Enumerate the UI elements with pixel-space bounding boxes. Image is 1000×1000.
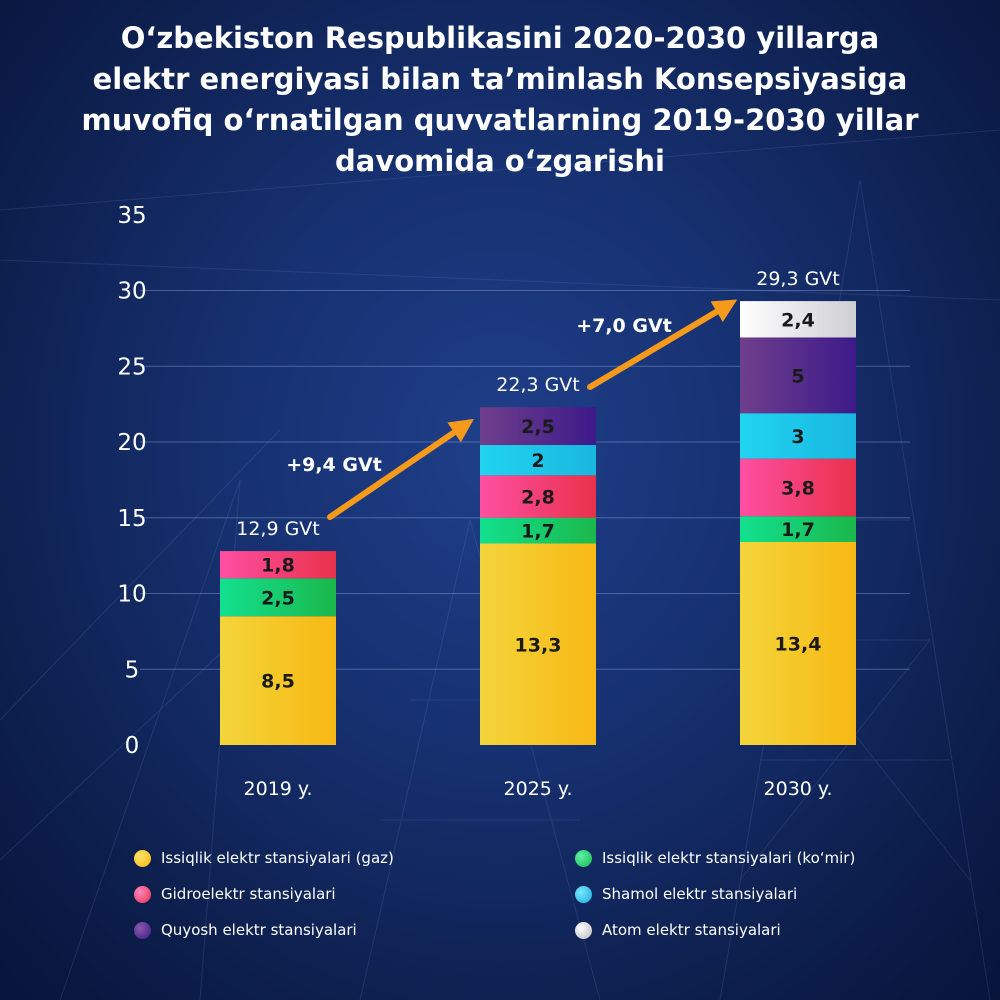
growth-annotation: +7,0 GVt — [576, 315, 672, 337]
data-label: 2 — [531, 450, 544, 472]
growth-annotation: +9,4 GVt — [286, 454, 382, 476]
y-tick-label: 30 — [117, 279, 146, 305]
y-tick-label: 10 — [117, 582, 146, 608]
x-tick-label: 2025 y. — [504, 778, 573, 800]
total-label: 29,3 GVt — [756, 268, 840, 290]
data-label: 3 — [791, 426, 804, 448]
y-tick-label: 25 — [117, 354, 146, 380]
total-label: 12,9 GVt — [236, 518, 320, 540]
bar-segment-komir — [480, 517, 596, 544]
bar-segment-shamol — [740, 413, 856, 459]
y-tick-label: 15 — [117, 506, 146, 532]
bar-segment-gaz — [220, 616, 336, 745]
chart-title-line: muvofiq o‘rnatilgan quvvatlarning 2019-2… — [81, 103, 919, 137]
chart-title-line: davomida o‘zgarishi — [335, 144, 665, 178]
growth-arrow — [587, 299, 738, 390]
data-label: 13,3 — [515, 634, 562, 656]
x-tick-label: 2019 y. — [244, 778, 313, 800]
y-tick-label: 35 — [117, 203, 146, 229]
bar-segment-quyosh — [480, 407, 596, 446]
y-tick-label: 20 — [117, 430, 146, 456]
total-label: 22,3 GVt — [496, 374, 580, 396]
bar-segment-gidro — [480, 475, 596, 518]
y-tick-label: 5 — [125, 657, 140, 683]
bar-segment-gaz — [740, 541, 856, 745]
y-tick-label: 0 — [125, 733, 140, 759]
data-label: 2,5 — [521, 416, 555, 438]
bar-segment-komir — [220, 578, 336, 617]
bar-segment-atom — [740, 301, 856, 338]
bar-segment-gidro — [740, 458, 856, 517]
chart-title-line: elektr energiyasi bilan ta’minlash Konse… — [92, 62, 908, 96]
bar-segment-gaz — [480, 543, 596, 745]
chart-title-line: O‘zbekiston Respublikasini 2020-2030 yil… — [120, 21, 880, 55]
x-tick-label: 2030 y. — [764, 778, 833, 800]
data-label: 13,4 — [775, 633, 822, 655]
data-label: 2,8 — [521, 487, 555, 509]
data-label: 8,5 — [261, 671, 295, 693]
bar-segment-quyosh — [740, 337, 856, 414]
data-label: 1,7 — [781, 519, 815, 541]
growth-arrow — [327, 418, 474, 520]
bar-segment-gidro — [220, 551, 336, 579]
data-label: 2,4 — [781, 309, 815, 331]
bar-segment-komir — [740, 516, 856, 542]
data-label: 2,5 — [261, 587, 295, 609]
data-label: 1,7 — [521, 521, 555, 543]
data-label: 1,8 — [261, 555, 295, 577]
bar-segment-shamol — [480, 445, 596, 476]
chart-title: O‘zbekiston Respublikasini 2020-2030 yil… — [20, 18, 980, 182]
data-label: 3,8 — [781, 477, 815, 499]
data-label: 5 — [791, 365, 804, 387]
